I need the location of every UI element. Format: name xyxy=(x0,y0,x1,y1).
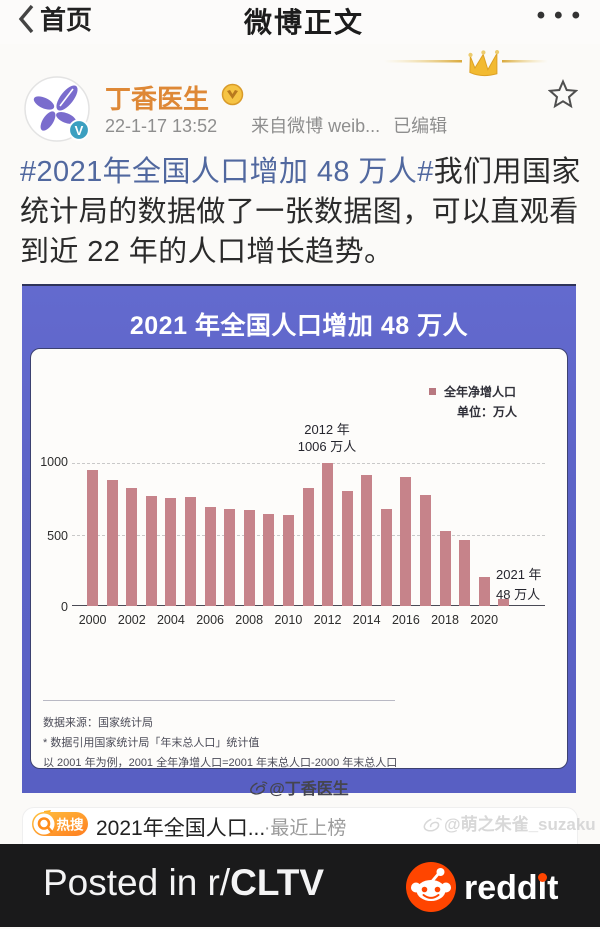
svg-text:热搜: 热搜 xyxy=(57,817,84,833)
svg-text:V: V xyxy=(75,123,84,138)
